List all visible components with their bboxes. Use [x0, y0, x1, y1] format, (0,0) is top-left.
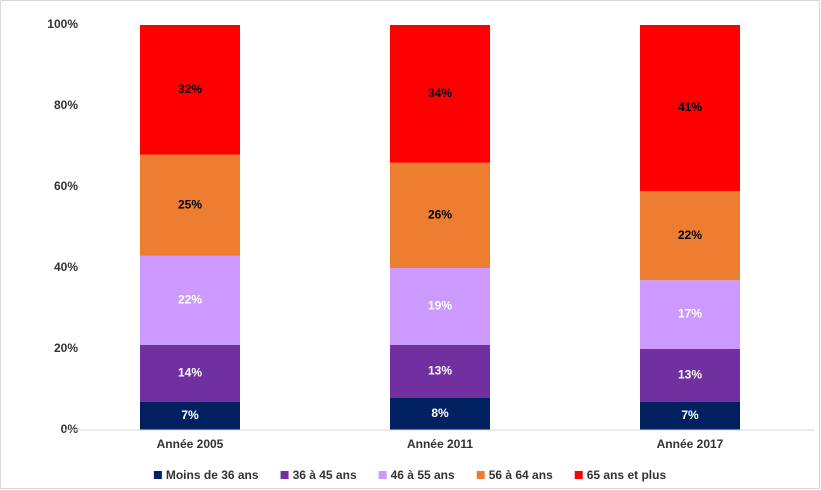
data-label: 13%: [678, 367, 702, 381]
x-tick-label: Année 2005: [157, 437, 224, 451]
data-label: 34%: [428, 86, 452, 100]
data-label: 25%: [178, 197, 202, 211]
bar-segment: [640, 25, 740, 192]
y-tick-label: 40%: [54, 260, 78, 274]
bar-segment: [140, 401, 240, 430]
bar-segment: [640, 349, 740, 402]
y-tick-label: 100%: [47, 17, 78, 31]
data-label: 19%: [428, 299, 452, 313]
y-tick-label: 20%: [54, 341, 78, 355]
data-label: 26%: [428, 208, 452, 222]
legend-swatch: [476, 471, 485, 479]
legend-swatch: [378, 471, 387, 479]
legend-swatch: [280, 471, 289, 479]
legend-swatch: [574, 471, 583, 479]
data-label: 41%: [678, 100, 702, 114]
data-label: 17%: [678, 307, 702, 321]
bar-segment: [640, 280, 740, 349]
legend-label: 36 à 45 ans: [293, 468, 357, 482]
data-label: 22%: [678, 228, 702, 242]
y-tick-label: 60%: [54, 179, 78, 193]
bar-segment: [140, 25, 240, 155]
legend-label: Moins de 36 ans: [166, 468, 259, 482]
legend-swatch: [153, 471, 162, 479]
bar-segment: [390, 25, 490, 163]
x-tick-label: Année 2011: [407, 437, 473, 451]
data-label: 7%: [681, 408, 699, 422]
bar-segment: [140, 255, 240, 345]
x-tick-label: Année 2017: [657, 437, 724, 451]
y-tick-label: 80%: [54, 98, 78, 112]
y-tick-label: 0%: [61, 422, 79, 436]
bar-segment: [140, 344, 240, 402]
bar-segment: [390, 268, 490, 345]
data-label: 22%: [178, 293, 202, 307]
data-label: 7%: [181, 408, 199, 422]
legend-label: 46 à 55 ans: [391, 468, 455, 482]
bar-segment: [390, 397, 490, 430]
data-label: 14%: [178, 365, 202, 379]
bar-segment: [640, 191, 740, 281]
bar-segment: [390, 344, 490, 398]
bar-segment: [640, 401, 740, 430]
legend-label: 56 à 64 ans: [489, 468, 553, 482]
data-label: 13%: [428, 363, 452, 377]
data-label: 32%: [178, 82, 202, 96]
data-label: 8%: [431, 406, 449, 420]
legend-label: 65 ans et plus: [587, 468, 667, 482]
bar-segment: [140, 154, 240, 256]
bar-segment: [390, 162, 490, 268]
